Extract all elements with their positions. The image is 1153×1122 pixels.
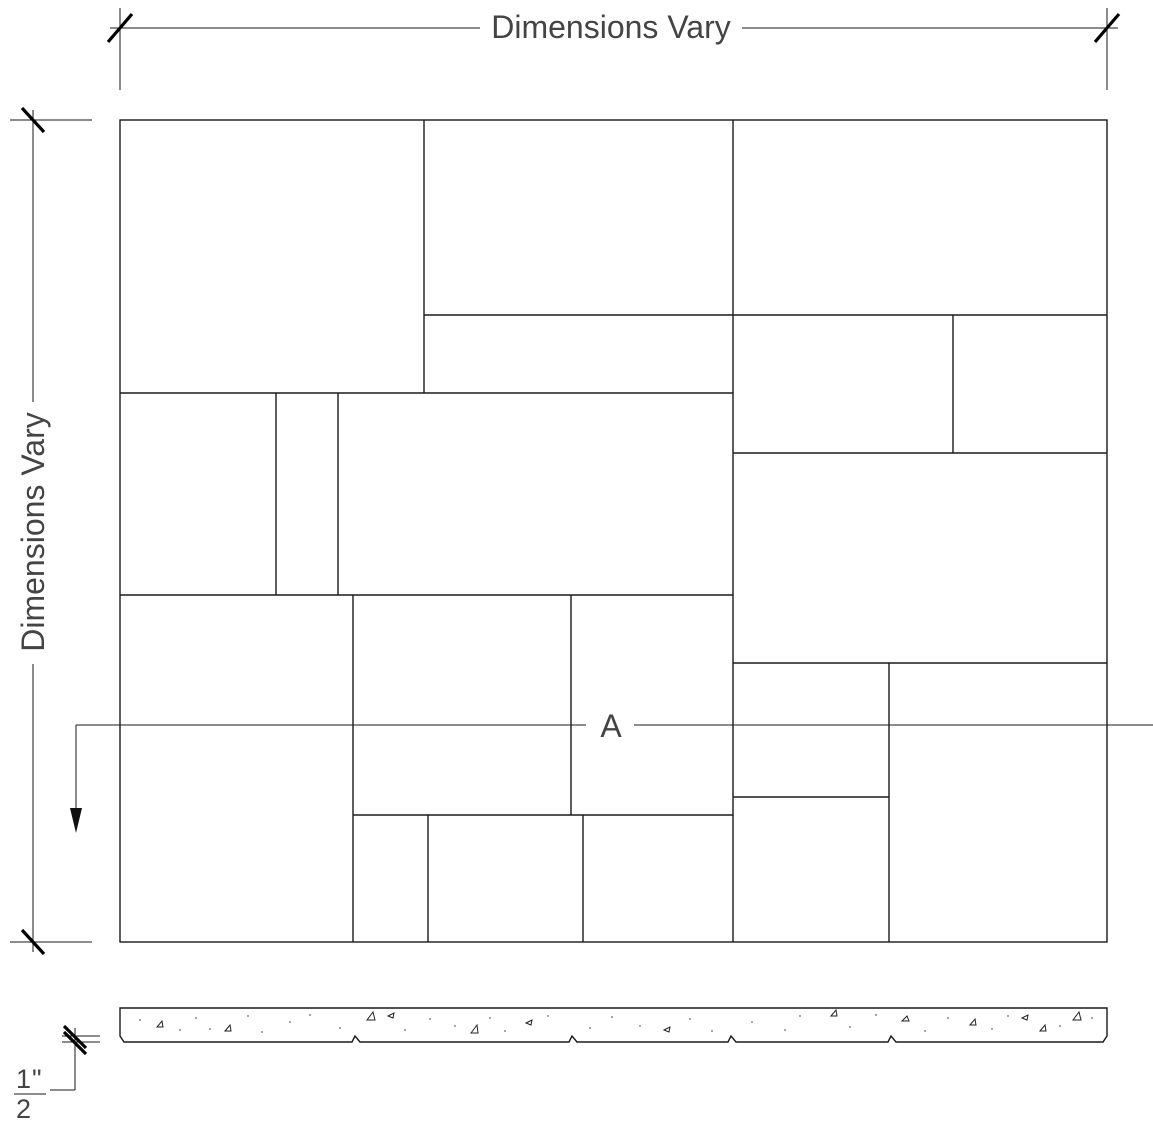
left-dimension: Dimensions Vary [10,106,92,956]
top-dim-tick-left [106,12,134,44]
thickness-tick-bottom [62,1030,88,1056]
left-dim-label-mask [12,402,52,664]
left-dim-tick-bottom [20,928,46,956]
thickness-dimension: 1 " 2 [14,1024,100,1122]
top-dimension-label: Dimensions Vary [491,9,730,45]
section-label-mask [586,704,634,746]
paver-section-outline [119,1007,1108,1043]
section-cut-a: A [70,704,1153,833]
top-dim-tick-right [1093,12,1121,44]
section-marker-label: A [600,708,622,744]
aggregate-hatch [139,1008,1093,1034]
thickness-tick-top [62,1024,88,1050]
section-profile [119,1007,1108,1043]
paver-outline [119,119,1108,943]
top-dim-label-mask [480,8,742,46]
left-dim-tick-top [20,106,46,134]
top-dimension: Dimensions Vary [106,8,1121,90]
thickness-denominator: 2 [16,1094,31,1122]
section-arrow-head [70,808,82,833]
thickness-inch-mark: " [32,1064,42,1094]
thickness-numerator: 1 [16,1064,31,1094]
left-dimension-label: Dimensions Vary [15,412,51,651]
paver-pattern [119,119,1108,943]
